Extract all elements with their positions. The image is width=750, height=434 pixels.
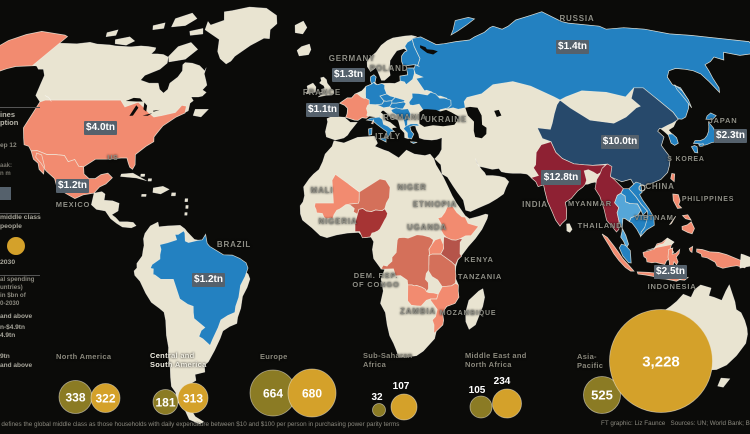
svg-text:313: 313 <box>183 391 203 405</box>
svg-text:338: 338 <box>65 390 85 404</box>
svg-text:680: 680 <box>302 386 322 400</box>
svg-text:3,228: 3,228 <box>642 353 680 370</box>
svg-text:181: 181 <box>155 395 175 409</box>
svg-text:322: 322 <box>95 391 115 405</box>
svg-text:664: 664 <box>263 386 283 400</box>
svg-text:525: 525 <box>591 388 613 403</box>
